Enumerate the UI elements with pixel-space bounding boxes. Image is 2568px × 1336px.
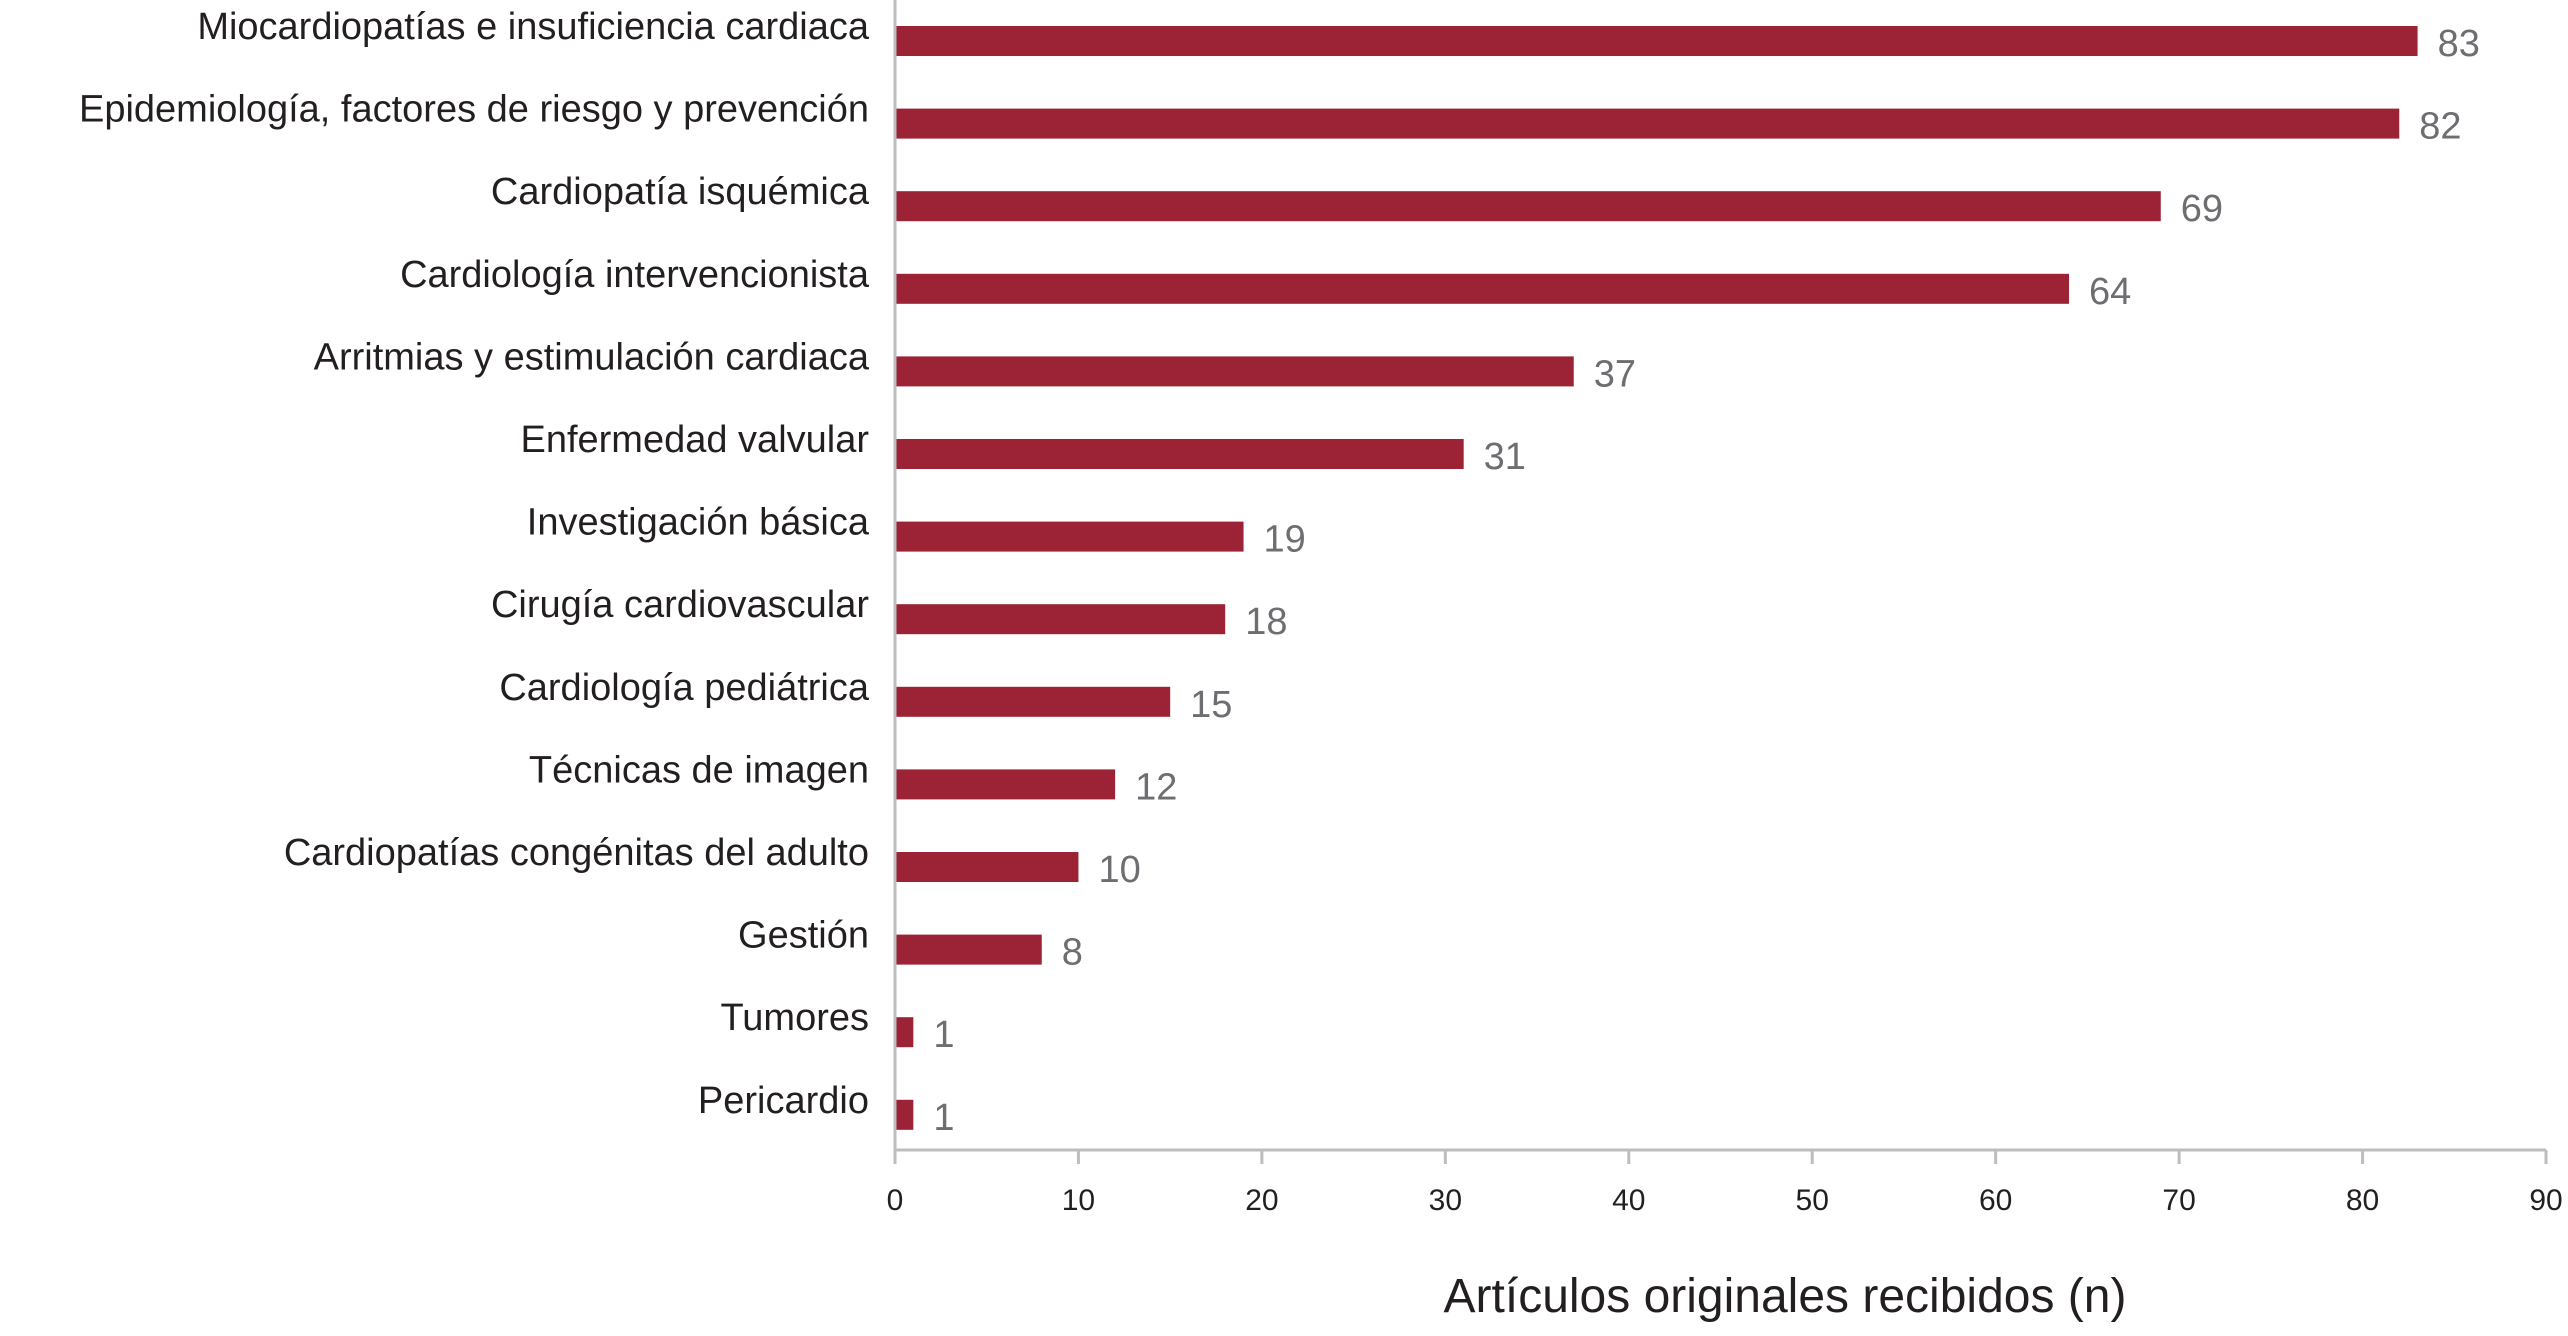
x-tick-label: 30 (1429, 1184, 1462, 1217)
category-label: Arritmias y estimulación cardiaca (314, 336, 870, 378)
category-label: Cardiopatías congénitas del adulto (284, 832, 869, 874)
data-label: 37 (1594, 353, 1636, 395)
category-label: Cardiología pediátrica (499, 667, 870, 709)
category-label: Técnicas de imagen (529, 749, 869, 791)
bar (895, 273, 2070, 304)
category-label: Cardiopatía isquémica (491, 171, 870, 213)
bar (895, 852, 1079, 882)
category-label: Miocardiopatías e insuficiencia cardiaca (197, 6, 870, 48)
bars-layer (895, 26, 2418, 1130)
bar (895, 108, 2400, 139)
data-label: 12 (1135, 766, 1177, 808)
data-label: 31 (1484, 436, 1526, 478)
bar (895, 356, 1574, 387)
category-label: Tumores (720, 997, 869, 1039)
bar (895, 521, 1244, 552)
data-label: 83 (2438, 23, 2480, 65)
category-label: Cardiología intervencionista (400, 254, 870, 296)
x-tick-label: 20 (1245, 1184, 1278, 1217)
labels-layer: Miocardiopatías e insuficiencia cardiaca… (79, 6, 2480, 1139)
x-tick-label: 10 (1062, 1184, 1095, 1217)
bar (895, 191, 2161, 222)
data-label: 1 (933, 1097, 954, 1139)
category-label: Investigación básica (527, 502, 870, 544)
x-tick-label: 60 (1979, 1184, 2012, 1217)
x-tick-label: 50 (1796, 1184, 1829, 1217)
data-label: 18 (1245, 601, 1287, 643)
data-label: 10 (1098, 849, 1140, 891)
category-label: Cirugía cardiovascular (491, 584, 869, 626)
category-label: Epidemiología, factores de riesgo y prev… (79, 89, 869, 131)
bar (895, 686, 1171, 717)
category-label: Pericardio (698, 1080, 869, 1122)
data-label: 69 (2181, 188, 2223, 230)
data-label: 1 (933, 1014, 954, 1056)
bar (895, 769, 1116, 800)
x-tick-label: 80 (2346, 1184, 2379, 1217)
data-label: 64 (2089, 271, 2131, 313)
category-label: Gestión (738, 915, 869, 957)
bar (895, 439, 1464, 469)
x-tick-label: 40 (1612, 1184, 1645, 1217)
bar (895, 604, 1226, 635)
category-label: Enfermedad valvular (520, 419, 869, 461)
bar (895, 1099, 914, 1130)
data-label: 19 (1264, 519, 1306, 561)
bar (895, 26, 2418, 56)
x-axis-title: Artículos originales recibidos (n) (1444, 1270, 2127, 1323)
axis-layer: 0 10 20 30 40 50 60 70 80 90 (887, 0, 2563, 1217)
x-tick-label: 70 (2162, 1184, 2195, 1217)
x-tick-label: 0 (887, 1184, 904, 1217)
data-label: 15 (1190, 684, 1232, 726)
data-label: 8 (1062, 932, 1083, 974)
data-label: 82 (2419, 106, 2461, 148)
bar (895, 934, 1042, 965)
bar (895, 1017, 914, 1048)
x-tick-label: 90 (2529, 1184, 2562, 1217)
